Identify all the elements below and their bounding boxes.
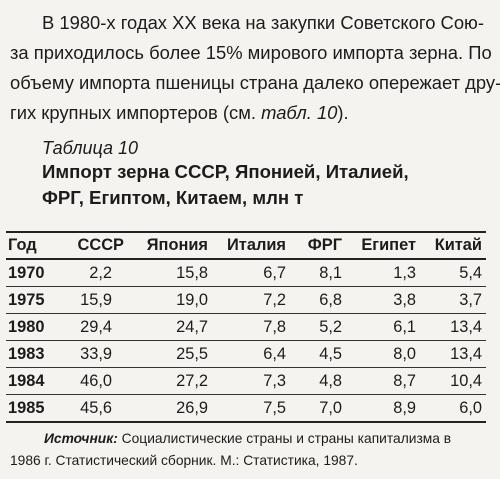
table-cell: 15,8 [128,259,212,287]
paragraph-line: В 1980-х годах XX века на закупки Советс… [42,12,484,33]
source-text: Социалистические страны и страны капитал… [117,431,452,446]
table-cell: 7,5 [212,394,290,423]
year-cell: 1984 [6,367,62,395]
column-header: ФРГ [290,231,346,260]
table-cell: 3,8 [346,286,420,314]
table-cell: 6,8 [290,286,346,314]
table-number: Таблица 10 [42,138,139,158]
paragraph-text: ). [337,102,349,123]
column-header: Китай [420,231,486,260]
column-header: Япония [128,231,212,260]
source-line: 1986 г. Статистический сборник. М.: Стат… [10,453,358,468]
year-cell: 1985 [6,394,62,423]
table-row: 1983 33,9 25,5 6,4 4,5 8,0 13,4 [6,340,486,368]
table-title: Импорт зерна СССР, Японией, Италией, [42,161,409,182]
table-row: 1980 29,4 24,7 7,8 5,2 6,1 13,4 [6,313,486,341]
table-cell: 6,7 [212,259,290,287]
column-header: Год [6,231,62,260]
year-cell: 1975 [6,286,62,314]
year-cell: 1980 [6,313,62,341]
table-cell: 15,9 [62,286,128,314]
column-header: СССР [62,231,128,260]
paragraph-text: гих крупных импортеров (см. [10,102,262,123]
table-cell: 46,0 [62,367,128,395]
table-cell: 8,7 [346,367,420,395]
table-cell: 7,3 [212,367,290,395]
table-cell: 3,7 [420,286,486,314]
source-label: Источник: [44,431,118,446]
table-cell: 7,8 [212,313,290,341]
paragraph-line: за приходилось более 15% мирового импорт… [10,42,492,63]
paragraph-line: гих крупных импортеров (см. табл. 10). [10,98,494,128]
table-row: 1970 2,2 15,8 6,7 8,1 1,3 5,4 [6,259,486,287]
table-cell: 5,4 [420,259,486,287]
table-cell: 33,9 [62,340,128,368]
grain-import-table: Год СССР Япония Италия ФРГ Египет Китай … [6,231,486,423]
table-cell: 13,4 [420,313,486,341]
table-row: 1985 45,6 26,9 7,5 7,0 8,9 6,0 [6,394,486,423]
table-cell: 6,1 [346,313,420,341]
table-cell: 5,2 [290,313,346,341]
column-header: Италия [212,231,290,260]
table-cell: 24,7 [128,313,212,341]
table-cell: 29,4 [62,313,128,341]
table-cell: 8,0 [346,340,420,368]
table-cell: 4,8 [290,367,346,395]
table-cell: 4,5 [290,340,346,368]
source-note: Источник: Социалистические страны и стра… [10,428,494,472]
source-line: Источник: Социалистические страны и стра… [10,428,494,450]
year-cell: 1970 [6,259,62,287]
table-cell: 13,4 [420,340,486,368]
table-row: 1984 46,0 27,2 7,3 4,8 8,7 10,4 [6,367,486,395]
table-reference: табл. 10 [261,102,338,123]
table-cell: 6,0 [420,394,486,423]
year-cell: 1983 [6,340,62,368]
table-cell: 10,4 [420,367,486,395]
table-row: 1975 15,9 19,0 7,2 6,8 3,8 3,7 [6,286,486,314]
table-cell: 25,5 [128,340,212,368]
table-title: ФРГ, Египтом, Китаем, млн т [42,187,304,208]
table-cell: 27,2 [128,367,212,395]
table-cell: 7,2 [212,286,290,314]
table-cell: 7,0 [290,394,346,423]
paragraph-line: объему импорта пшеницы страна далеко опе… [10,72,500,93]
table-caption: Таблица 10 Импорт зерна СССР, Японией, И… [42,137,482,211]
intro-paragraph: В 1980-х годах XX века на закупки Советс… [10,8,500,128]
table-cell: 19,0 [128,286,212,314]
table-header-row: Год СССР Япония Италия ФРГ Египет Китай [6,231,486,260]
table-cell: 26,9 [128,394,212,423]
column-header: Египет [346,231,420,260]
table-cell: 8,1 [290,259,346,287]
table-cell: 45,6 [62,394,128,423]
table-cell: 6,4 [212,340,290,368]
table-cell: 8,9 [346,394,420,423]
table-cell: 1,3 [346,259,420,287]
table-cell: 2,2 [62,259,128,287]
